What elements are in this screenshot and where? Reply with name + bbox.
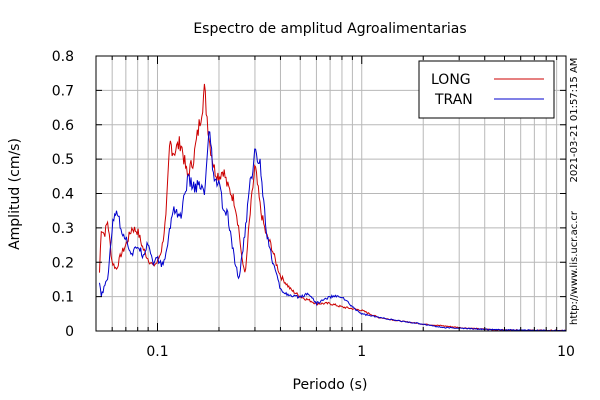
x-tick-label: 1 [357,344,366,360]
grid-lines [95,55,567,332]
timestamp-side-text: 2021-03-21 01:57:15 AM [569,58,580,183]
series-layer [99,83,567,332]
y-tick-label: 0.6 [52,118,74,134]
y-axis-label: Amplitud (cm/s) [7,138,23,250]
legend-label-tran: TRAN [434,92,473,108]
axis-ticks [95,55,567,332]
y-tick-label: 0.7 [52,83,74,99]
y-tick-label: 0.1 [52,290,74,306]
chart-title: Espectro de amplitud Agroalimentarias [193,21,466,37]
series-line-long [99,83,567,332]
website-side-text: http://www.lis.ucr.ac.cr [569,210,580,325]
series-line-tran [99,131,567,332]
legend: LONG TRAN [418,60,555,119]
y-tick-label: 0.5 [52,152,74,168]
x-tick-label: 10 [557,344,575,360]
y-tick-label: 0.4 [52,187,74,203]
y-tick-label: 0 [65,324,74,340]
x-axis-label: Periodo (s) [293,377,368,393]
x-tick-label: 0.1 [146,344,168,360]
y-tick-label: 0.8 [52,49,74,65]
y-tick-label: 0.2 [52,255,74,271]
legend-box [418,60,555,119]
y-tick-label: 0.3 [52,221,74,237]
legend-label-long: LONG [431,72,471,88]
